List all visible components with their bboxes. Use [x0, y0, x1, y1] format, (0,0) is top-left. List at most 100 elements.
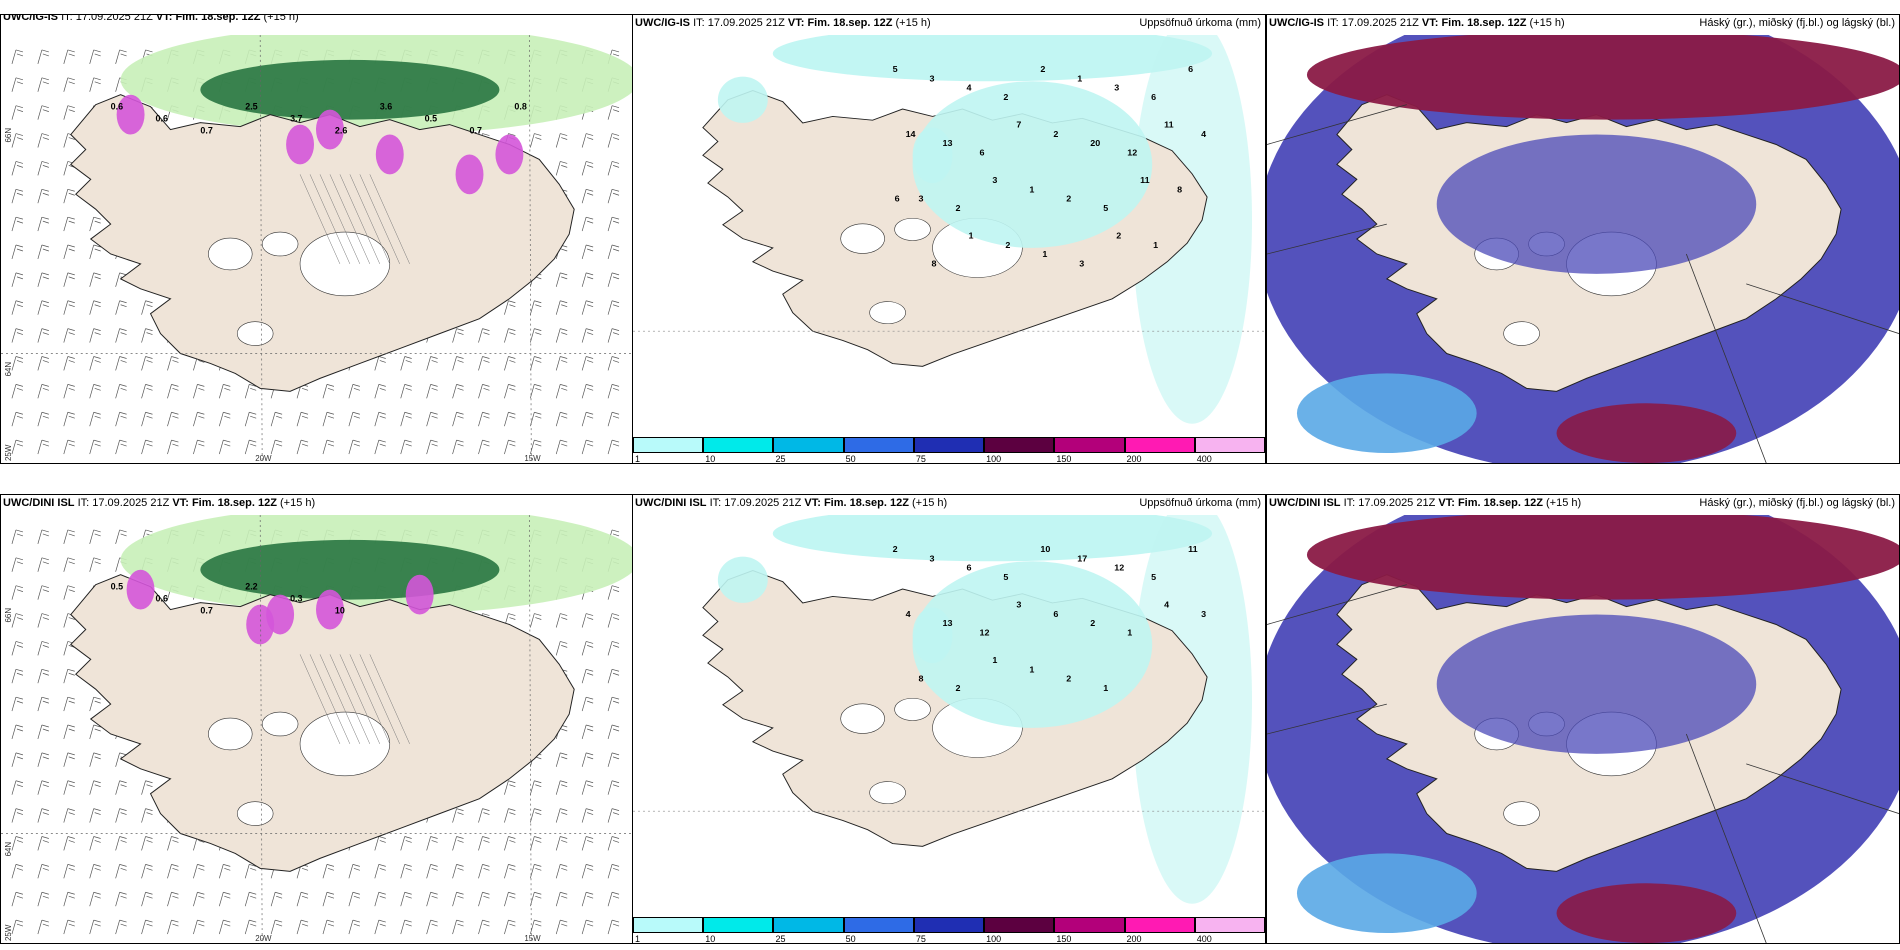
wind-barb [11, 328, 24, 343]
axis-tick-label: 20W [255, 934, 272, 943]
low-cloud [1296, 373, 1477, 454]
wind-barb [11, 529, 24, 544]
vt-value: Fim. 18.sep. 12Z [1441, 17, 1527, 29]
wind-barb [581, 328, 594, 343]
value-label: 2 [955, 203, 960, 213]
wind-barb [37, 328, 49, 343]
wind-barb [37, 557, 49, 572]
boundary-line [1267, 223, 1387, 255]
wind-barb [581, 808, 594, 823]
wind-barb [607, 384, 620, 399]
wind-barb [478, 864, 490, 879]
value-label: 6 [979, 148, 984, 158]
colorbar-label: 400 [1196, 454, 1212, 464]
hatch-line [369, 174, 410, 265]
glacier [894, 217, 931, 241]
map-canvas: 0.6 0.6 0.7 2.5 3.7 2.6 3.6 0.5 0.7 0.8 66N 64N 25W 2… [1, 35, 632, 463]
wind-barb [89, 836, 101, 851]
wind-barb [400, 356, 412, 371]
wind-barb [607, 439, 620, 455]
wind-barb [11, 891, 24, 907]
wind-barb [555, 411, 568, 427]
glacier [261, 231, 299, 257]
vt-label: VT: [1438, 497, 1455, 509]
panel-header: UWC/IG-IS IT: 17.09.2025 21Z VT: Fim. 18… [635, 17, 1261, 30]
wind-barb [37, 411, 49, 427]
vt-label: VT: [172, 497, 189, 509]
wind-barb [11, 557, 24, 572]
wind-barb [529, 891, 542, 907]
colorbar-segment [1194, 917, 1265, 933]
model-name: UWC/IG-IS [635, 17, 690, 29]
wind-barb [607, 752, 620, 767]
wind-barb [63, 585, 75, 600]
value-label: 0.7 [200, 606, 212, 616]
wind-barb [400, 891, 412, 907]
wind-barb [11, 105, 24, 120]
wind-barb [115, 529, 127, 544]
axis-tick-label: 66N [4, 608, 13, 623]
wind-barb [322, 439, 335, 455]
glacier [894, 697, 931, 721]
wind-barb [218, 411, 231, 427]
precip-area [717, 556, 768, 603]
value-label: 6 [895, 194, 900, 204]
map-canvas [1267, 35, 1899, 463]
panel-wind-ig: UWC/IG-IS IT: 17.09.2025 21Z VT: Fim. 18… [0, 14, 633, 464]
boundary-line [1685, 733, 1767, 943]
wind-barb [11, 356, 24, 371]
wind-barb [167, 836, 179, 851]
convective-cell [316, 109, 344, 150]
hatch-line [359, 654, 400, 745]
wind-barb [607, 161, 620, 176]
wind-barb [167, 439, 179, 455]
it-label: IT: [77, 497, 90, 509]
lead-time: (+15 h) [280, 497, 316, 509]
value-label: 4 [966, 83, 971, 93]
wind-barb [452, 411, 464, 427]
wind-barb [63, 244, 75, 260]
value-label: 5 [1151, 572, 1156, 582]
wind-barb [607, 724, 620, 740]
wind-barb [478, 384, 490, 399]
wind-barb [37, 300, 49, 315]
wind-barb [529, 836, 542, 851]
wind-barb [581, 919, 594, 935]
wind-barb [167, 356, 179, 371]
wind-barb [37, 161, 49, 176]
wind-barb [115, 384, 127, 399]
wind-barb [581, 411, 594, 427]
value-label: 3 [1079, 259, 1084, 269]
wind-barb [167, 891, 179, 907]
precip-area [772, 515, 1213, 562]
wind-barb [115, 808, 127, 823]
model-name: UWC/IG-IS [1269, 17, 1324, 29]
wind-barb [555, 439, 568, 455]
wind-barb [504, 439, 516, 455]
wind-barb [63, 384, 75, 399]
wind-barb [426, 919, 438, 935]
hatch-line [309, 654, 351, 745]
hatch-line [349, 654, 390, 745]
colorbar-segment [913, 437, 985, 453]
value-label: 3.7 [290, 114, 302, 124]
wind-barb [11, 244, 24, 260]
value-label: 3 [930, 554, 935, 564]
value-label: 11 [1140, 175, 1150, 185]
value-label: 0.6 [156, 114, 168, 124]
wind-barb [504, 780, 516, 795]
wind-barb [37, 216, 49, 232]
colorbar-label: 75 [915, 934, 926, 944]
value-label: 0.8 [514, 102, 526, 112]
wind-barb [89, 244, 101, 260]
wind-barb [244, 891, 257, 907]
hatch-line [299, 654, 341, 745]
glacier [299, 711, 391, 777]
graticule [528, 35, 532, 463]
wind-barb [218, 864, 231, 879]
wind-barb [89, 49, 101, 64]
value-label: 3 [992, 175, 997, 185]
hatch-line [359, 174, 400, 265]
colorbar-segment [984, 437, 1055, 453]
value-label: 0.3 [290, 594, 302, 604]
